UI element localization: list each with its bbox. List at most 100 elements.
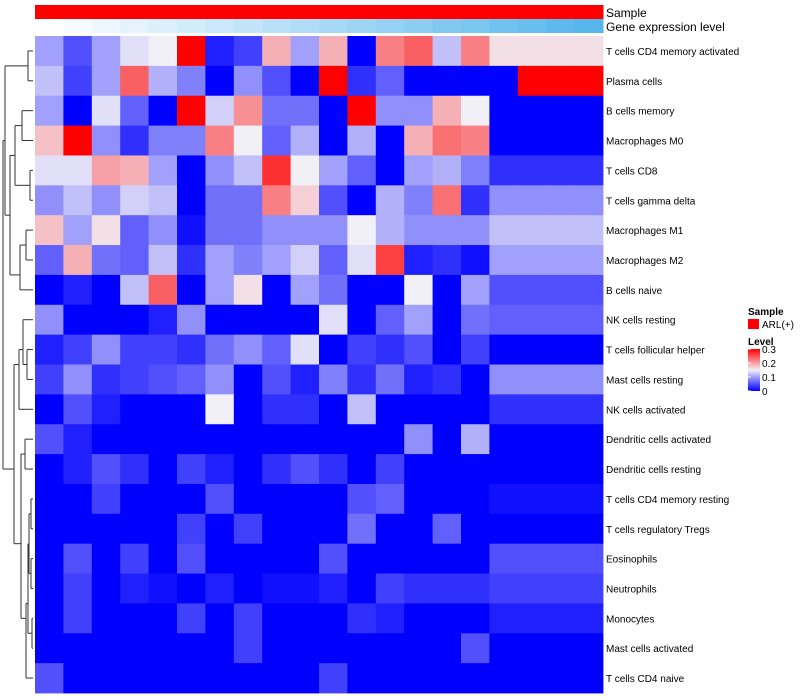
heatmap-cell: [517, 483, 547, 515]
heatmap-cell: [262, 633, 291, 664]
heatmap-cell: [347, 394, 377, 425]
heatmap-cell: [177, 36, 206, 67]
heatmap-cell: [546, 334, 575, 365]
heatmap-cell: [574, 304, 604, 336]
heatmap-cell: [35, 633, 64, 664]
heatmap-cell: [404, 364, 433, 395]
heatmap-cell: [233, 304, 263, 336]
heatmap-cell: [262, 394, 291, 425]
heatmap-cell: [177, 454, 206, 485]
heatmap-cell: [233, 95, 263, 126]
heatmap-cell: [574, 155, 604, 186]
heatmap-cell: [290, 36, 320, 67]
heatmap-cell: [148, 245, 178, 276]
heatmap-cell: [461, 513, 490, 545]
heatmap-cell: [148, 454, 178, 485]
heatmap-cell: [205, 274, 235, 306]
sample-annotation-cell: [120, 5, 150, 19]
sample-annotation-cell: [262, 5, 292, 19]
heatmap-cell: [290, 334, 320, 365]
heatmap-cell: [262, 513, 291, 545]
heatmap-cell: [290, 95, 320, 126]
gene-expression-annotation-cell: [91, 19, 121, 33]
heatmap-cell: [375, 543, 405, 574]
heatmap-cell: [517, 334, 547, 365]
heatmap-cell: [233, 513, 263, 545]
heatmap-cell: [177, 185, 206, 216]
heatmap-cell: [177, 513, 206, 545]
level-legend: Level 0.3 0.2 0.1 0: [748, 337, 776, 398]
heatmap-cell: [347, 573, 377, 604]
heatmap-cell: [517, 65, 547, 97]
sample-annotation-cell: [461, 5, 490, 19]
heatmap-cell: [404, 394, 433, 425]
heatmap-cell: [205, 364, 235, 395]
heatmap-cell: [63, 364, 93, 395]
sample-annotation-cell: [574, 5, 604, 19]
heatmap-cell: [120, 185, 149, 216]
row-label: T cells gamma delta: [606, 196, 696, 207]
heatmap-cell: [375, 424, 405, 455]
heatmap-cell: [489, 424, 519, 455]
heatmap-cell: [91, 483, 121, 515]
row-label: NK cells activated: [606, 405, 685, 416]
heatmap-cell: [574, 394, 604, 425]
heatmap-cell: [262, 424, 291, 455]
heatmap-cell: [319, 65, 348, 97]
heatmap-cell: [375, 573, 405, 604]
heatmap-cell: [461, 454, 490, 485]
heatmap-cell: [63, 603, 93, 634]
heatmap-cell: [375, 394, 405, 425]
heatmap-cell: [63, 125, 93, 156]
heatmap-cell: [148, 394, 178, 425]
heatmap-cell: [432, 424, 462, 455]
heatmap-cell: [290, 603, 320, 634]
heatmap-cell: [177, 245, 206, 276]
heatmap-cell: [91, 454, 121, 485]
heatmap-cell: [517, 454, 547, 485]
heatmap-cell: [63, 454, 93, 485]
heatmap-cell: [177, 65, 206, 97]
heatmap-cell: [35, 454, 64, 485]
heatmap-cell: [319, 454, 348, 485]
heatmap-cell: [546, 513, 575, 545]
heatmap-cell: [233, 185, 263, 216]
heatmap-cell: [35, 155, 64, 186]
heatmap-cell: [148, 483, 178, 515]
heatmap-cell: [148, 274, 178, 306]
heatmap-cell: [461, 543, 490, 574]
heatmap-cell: [91, 125, 121, 156]
heatmap-cell: [177, 95, 206, 126]
row-label: B cells memory: [606, 107, 674, 118]
heatmap-cell: [375, 334, 405, 365]
heatmap-cell: [319, 155, 348, 186]
row-label: T cells CD4 naive: [606, 674, 685, 685]
heatmap-cell: [461, 36, 490, 67]
heatmap-cell: [489, 334, 519, 365]
heatmap-cell: [205, 483, 235, 515]
heatmap-cell: [91, 95, 121, 126]
heatmap-cell: [233, 603, 263, 634]
gene-expression-annotation-cell: [347, 19, 377, 33]
heatmap-cell: [489, 125, 519, 156]
heatmap-cell: [233, 573, 263, 604]
heatmap-cell: [35, 424, 64, 455]
row-label: T cells follicular helper: [606, 346, 705, 357]
heatmap-cell: [432, 155, 462, 186]
heatmap-cell: [347, 543, 377, 574]
heatmap-cell: [347, 125, 377, 156]
heatmap-cell: [546, 274, 575, 306]
heatmap-cell: [148, 543, 178, 574]
heatmap-cell: [148, 65, 178, 97]
heatmap-cell: [63, 633, 93, 664]
heatmap-cell: [35, 334, 64, 365]
heatmap-cell: [489, 65, 519, 97]
heatmap-cell: [91, 274, 121, 306]
heatmap-cell: [120, 573, 149, 604]
heatmap-cell: [489, 215, 519, 246]
heatmap-cell: [517, 274, 547, 306]
heatmap-cell: [290, 185, 320, 216]
heatmap-cell: [432, 65, 462, 97]
heatmap-cell: [91, 603, 121, 634]
heatmap-cell: [290, 364, 320, 395]
